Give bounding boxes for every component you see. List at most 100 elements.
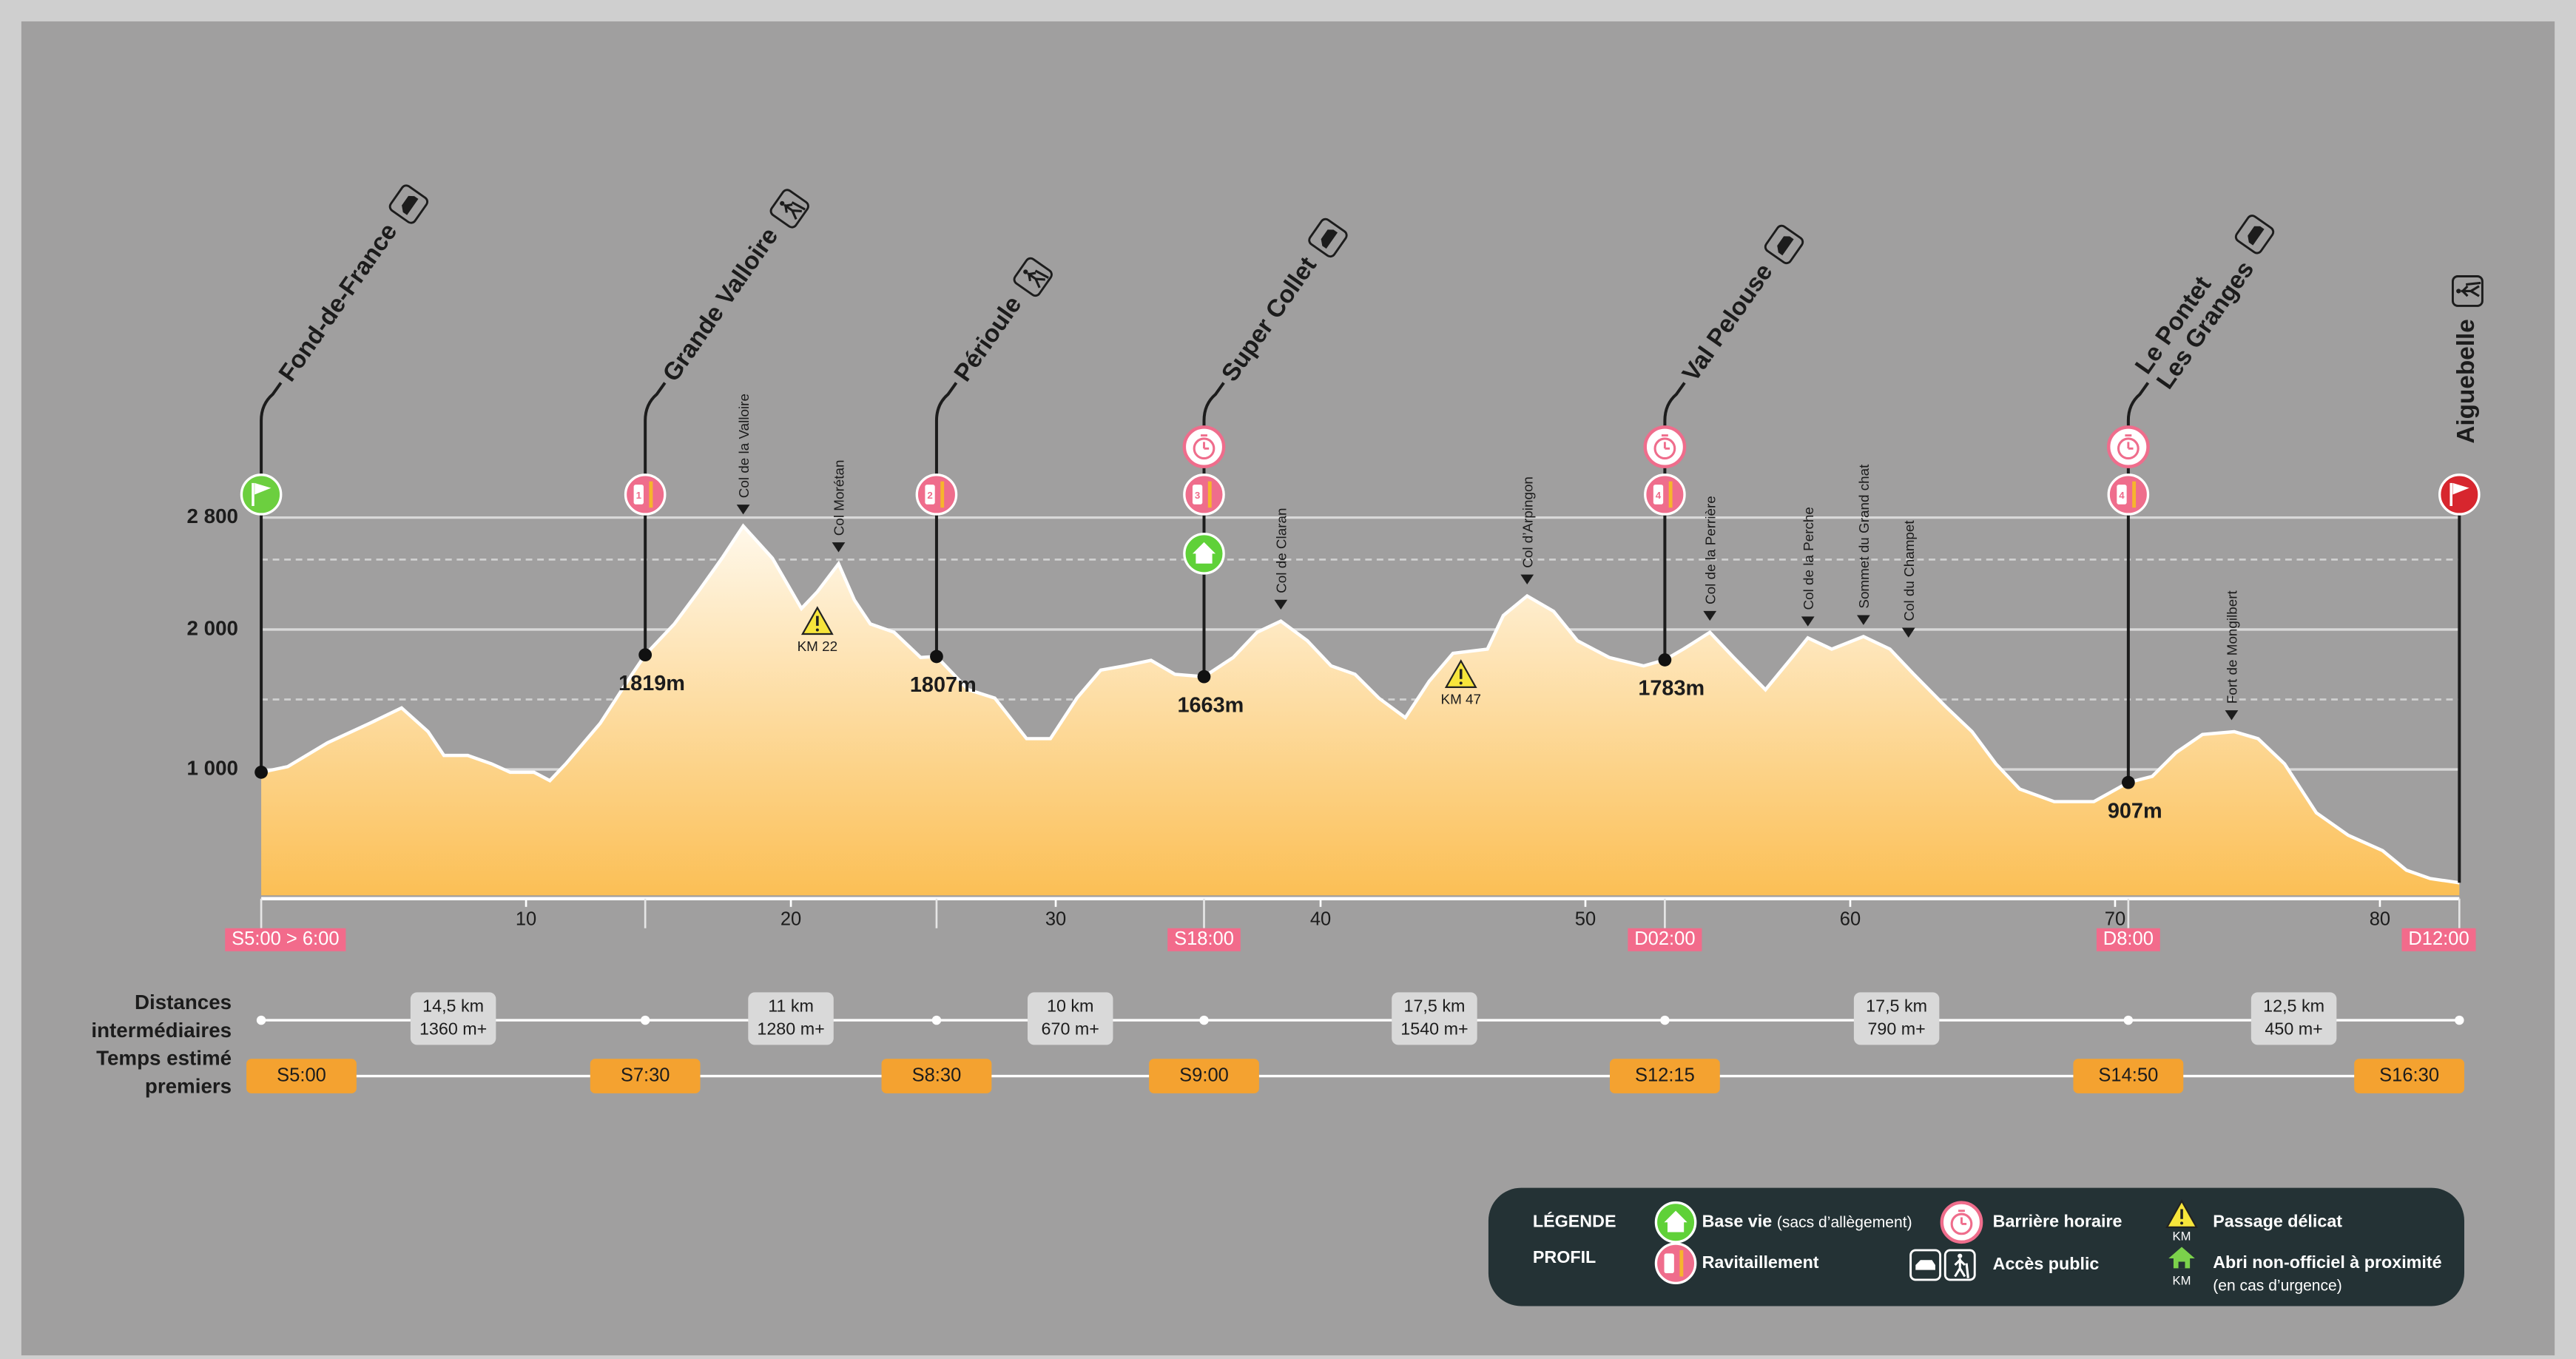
- summit-label: Col de la Perche: [1801, 507, 1816, 610]
- summit-marker: [1703, 610, 1717, 621]
- warning: KM 22: [798, 606, 837, 654]
- station-dot: [1658, 653, 1672, 667]
- segment-gain: 790 m+: [1867, 1019, 1925, 1039]
- finish-icon: [2438, 473, 2481, 516]
- car: [402, 195, 419, 215]
- legend-note: (sacs d’allègement): [1777, 1214, 1912, 1231]
- segment-distance: 17,5 km: [1866, 996, 1927, 1015]
- segment-distance: 12,5 km: [2263, 996, 2324, 1015]
- warning: KM 47: [1440, 659, 1481, 707]
- segment-box: [1392, 992, 1477, 1045]
- time-value: S12:15: [1635, 1065, 1695, 1085]
- distance-dot: [2123, 1015, 2134, 1025]
- legend-label: Ravitaillement: [1702, 1252, 1819, 1272]
- y-tick-label: 1 000: [187, 756, 238, 779]
- time-badge: [1167, 928, 1241, 951]
- distance-dot: [640, 1015, 650, 1025]
- x-tick-label: 80: [2370, 908, 2390, 929]
- segment-box: [748, 992, 834, 1045]
- x-tick-label: 30: [1045, 908, 1066, 929]
- time-value: S8:30: [912, 1065, 962, 1085]
- time-label: D8:00: [2103, 928, 2154, 949]
- ravito-number: 4: [1656, 490, 1662, 501]
- time-value: S9:00: [1179, 1065, 1229, 1085]
- walker: [1954, 1258, 1969, 1278]
- legend-title: PROFIL: [1533, 1247, 1596, 1267]
- time-badge: [2401, 928, 2476, 951]
- ravito-icon: [1654, 1242, 1697, 1285]
- walker-head: [2456, 289, 2461, 294]
- time-box: [1149, 1059, 1259, 1093]
- segment-distance: 10 km: [1047, 996, 1093, 1015]
- station-leader: [1663, 382, 1686, 660]
- summit-label: Col du Champet: [1901, 520, 1917, 621]
- summit-marker: [1801, 616, 1815, 627]
- station-dot: [2121, 775, 2135, 789]
- time-box: [881, 1059, 992, 1093]
- time-value: S7:30: [621, 1065, 670, 1085]
- warning-label: KM 47: [1440, 692, 1481, 707]
- segment-distance: 14,5 km: [422, 996, 484, 1015]
- access-icon: [2234, 215, 2275, 254]
- time-box: [246, 1059, 357, 1093]
- summit-marker: [832, 542, 846, 553]
- bottle: [1192, 485, 1203, 505]
- time-label: S18:00: [1174, 928, 1234, 949]
- clock-hands: [1201, 434, 1210, 450]
- car: [1777, 236, 1794, 256]
- segment-box: [2250, 992, 2337, 1045]
- bottle: [1664, 1253, 1674, 1274]
- flag: [2452, 482, 2469, 495]
- summit-marker: [2225, 710, 2239, 721]
- time-value: S5:00: [277, 1065, 326, 1085]
- legend-sub: KM: [2173, 1230, 2191, 1244]
- clock: [1193, 437, 1215, 460]
- summit-label: Fort de Mongilbert: [2225, 590, 2240, 704]
- segment-gain: 1280 m+: [757, 1019, 824, 1039]
- clock-hands: [1958, 1210, 1967, 1225]
- ravito-number: 3: [1195, 490, 1200, 501]
- car: [1915, 1260, 1935, 1270]
- segment-distance: 11 km: [768, 996, 814, 1015]
- elevation-label: 1819m: [618, 672, 685, 695]
- summit-marker: [1856, 615, 1870, 625]
- distance-dot: [2455, 1015, 2464, 1025]
- segment-box: [410, 992, 496, 1045]
- summit-label: Col de la Perrière: [1702, 496, 1718, 604]
- clock-hands: [1661, 434, 1670, 450]
- walker: [2461, 281, 2481, 297]
- station-leader: [260, 382, 283, 772]
- summit-label: Col Morétan: [832, 460, 847, 536]
- shelter-door: [2178, 1261, 2185, 1269]
- bottle: [925, 485, 935, 505]
- summit-marker: [1901, 627, 1915, 638]
- ravito-number: 1: [636, 490, 642, 501]
- access-icon: [769, 189, 809, 229]
- access-icon: [1308, 217, 1348, 258]
- segment-box: [1853, 992, 1940, 1045]
- x-tick-label: 60: [1840, 908, 1861, 929]
- x-tick-label: 70: [2105, 908, 2125, 929]
- walker: [783, 201, 806, 220]
- bottle: [1653, 485, 1664, 505]
- access-icon: [1943, 1249, 1976, 1281]
- distance-dot: [256, 1015, 266, 1025]
- summit-label: Col de la Valloire: [736, 394, 752, 498]
- legend-note: (en cas d’urgence): [2213, 1277, 2342, 1294]
- walker-head: [1958, 1253, 1963, 1258]
- bottle: [2117, 485, 2127, 505]
- x-tick-label: 50: [1575, 908, 1596, 929]
- legend-label: Passage délicat: [2213, 1211, 2342, 1230]
- elevation-label: 1663m: [1177, 693, 1244, 717]
- elevation-label: 907m: [2108, 799, 2162, 823]
- summit-marker: [1274, 599, 1288, 610]
- access-icon: [388, 184, 429, 224]
- segment-gain: 450 m+: [2265, 1019, 2322, 1039]
- legend-sub: KM: [2173, 1274, 2191, 1288]
- station-leader: [934, 382, 958, 657]
- profile-line: [260, 523, 2460, 885]
- segment-gain: 1360 m+: [419, 1019, 487, 1039]
- row-label: Temps estimé: [96, 1047, 232, 1070]
